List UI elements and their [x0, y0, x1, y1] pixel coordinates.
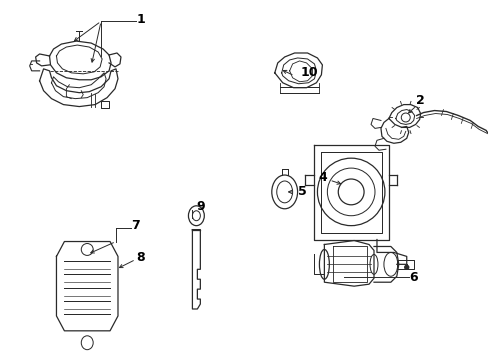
- Text: 2: 2: [416, 94, 425, 107]
- Text: 5: 5: [298, 185, 307, 198]
- Text: 7: 7: [131, 219, 140, 232]
- Text: 9: 9: [196, 200, 205, 213]
- Text: 6: 6: [409, 271, 418, 284]
- Text: 4: 4: [318, 171, 327, 184]
- Ellipse shape: [405, 265, 409, 269]
- Text: 10: 10: [301, 66, 318, 79]
- Text: 1: 1: [136, 13, 145, 26]
- Text: 8: 8: [137, 251, 145, 264]
